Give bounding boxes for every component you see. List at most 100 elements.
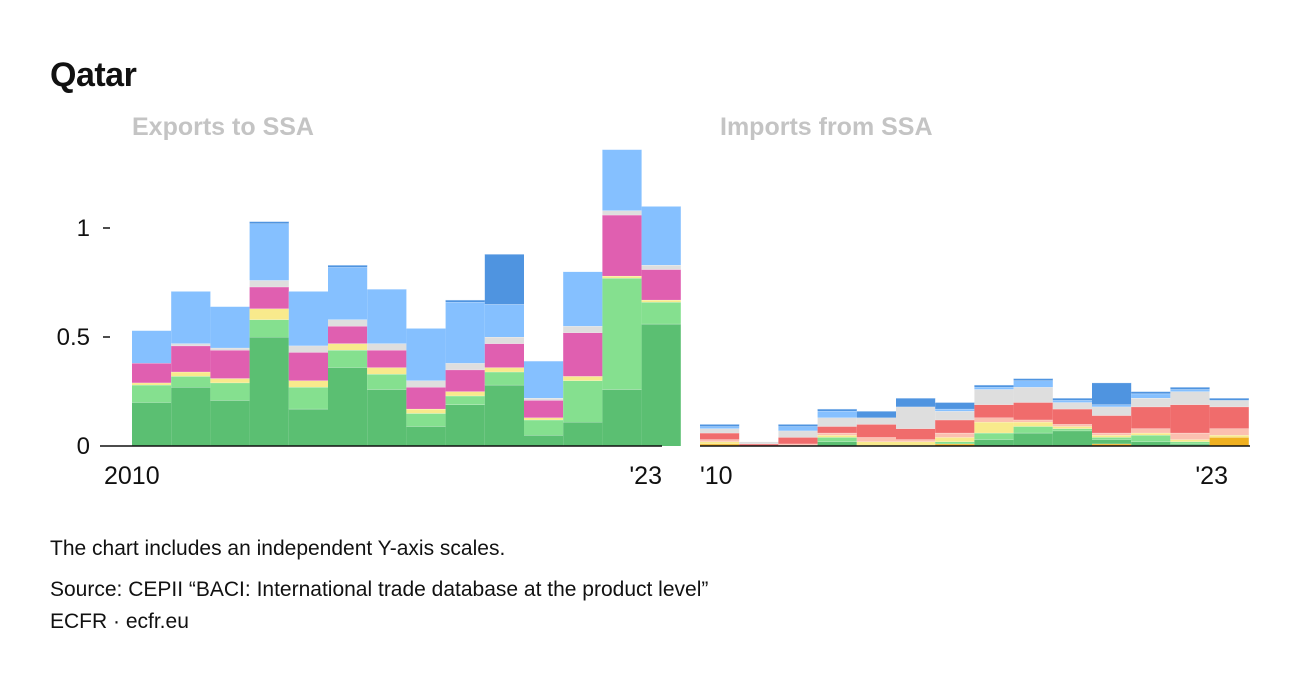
bar-segment-green_light [563, 380, 603, 423]
exports-panel-title: Exports to SSA [132, 113, 314, 141]
bar-segment-green_dark [249, 337, 289, 446]
bar-segment-salmon [778, 443, 818, 446]
bar-segment-yellow [602, 275, 642, 279]
bar-segment-grey [1013, 387, 1053, 403]
bar-segment-red [1092, 415, 1132, 433]
bar-segment-blue_dark [778, 424, 818, 427]
bar-segment-grey [856, 417, 896, 425]
bar-segment-blue_dark [974, 384, 1014, 388]
bar-segment-red [1170, 404, 1210, 433]
bar-segment-blue_light [524, 360, 564, 399]
bar-segment-pink [641, 269, 681, 300]
bar-segment-blue_light [210, 306, 250, 348]
bar-segment-blue_light [171, 291, 211, 344]
bar-segment-pink [367, 350, 407, 368]
bar-segment-red [1052, 408, 1092, 425]
x-tick-label: '23 [1195, 462, 1228, 490]
bar-segment-green_dark [406, 426, 446, 446]
bar-segment-grey [641, 265, 681, 270]
bar-segment-pink [445, 369, 485, 392]
bar-segment-pink [249, 286, 289, 309]
bar-segment-grey [817, 417, 857, 427]
bar-segment-yellow [288, 380, 328, 388]
bar-segment-red [1209, 406, 1249, 429]
x-tick-label: '23 [629, 462, 662, 490]
bar-segment-orange [935, 443, 975, 446]
bar-segment-blue_light [778, 426, 818, 431]
bar-segment-yellow [171, 371, 211, 377]
bar-segment-blue_dark [896, 398, 936, 407]
bar-segment-yellow [700, 441, 740, 444]
bar-segment-grey [1170, 391, 1210, 405]
bar-segment-green_dark [524, 435, 564, 446]
bar-segment-red [817, 426, 857, 433]
bar-segment-blue_light [1092, 404, 1132, 407]
bar-segment-salmon [1092, 432, 1132, 436]
bar-segment-blue_dark [445, 299, 485, 303]
bar-segment-blue_light [132, 330, 172, 364]
bar-segment-green_dark [1052, 430, 1092, 446]
bar-segment-pink [563, 332, 603, 377]
bar-segment-yellow [1170, 439, 1210, 442]
bar-segment-yellow [974, 422, 1014, 433]
bar-segment-blue_light [700, 426, 740, 429]
bar-segment-grey [1209, 400, 1249, 407]
bar-segment-yellow [1052, 426, 1092, 429]
bar-segment-blue_light [602, 149, 642, 211]
bar-segment-grey [974, 389, 1014, 405]
bar-segment-blue_dark [1013, 378, 1053, 381]
bar-segment-green_dark [367, 389, 407, 446]
bar-segment-blue_light [1052, 400, 1092, 403]
bar-segment-yellow [935, 437, 975, 442]
bar-segment-yellow [367, 367, 407, 375]
bar-segment-green_light [210, 382, 250, 401]
y-tick-label: 1 [77, 215, 90, 242]
bar-segment-green_light [288, 387, 328, 409]
bar-segment-blue_light [249, 223, 289, 281]
bar-segment-grey [249, 280, 289, 287]
bar-segment-green_dark [484, 384, 524, 446]
bar-segment-yellow [328, 343, 368, 351]
bar-segment-green_light [1013, 426, 1053, 433]
bar-segment-yellow [1013, 422, 1053, 427]
bar-segment-green_light [1131, 435, 1171, 442]
bar-segment-grey [171, 343, 211, 346]
imports-panel-title: Imports from SSA [720, 113, 933, 141]
bar-segment-salmon [1013, 419, 1053, 423]
bar-segment-salmon [1052, 424, 1092, 427]
bar-segment-green_light [367, 374, 407, 390]
bar-segment-yellow [524, 417, 564, 420]
bar-segment-green_dark [641, 323, 681, 446]
bar-segment-blue_dark [1052, 398, 1092, 401]
bar-segment-grey [896, 406, 936, 429]
bar-segment-blue_light [1131, 393, 1171, 399]
bar-segment-salmon [1170, 432, 1210, 440]
bar-segment-green_dark [1092, 439, 1132, 444]
bar-segment-green_dark [210, 400, 250, 446]
source-note: Source: CEPII “BACI: International trade… [50, 578, 709, 601]
bar-segment-blue_light [641, 206, 681, 266]
bar-segment-grey [778, 430, 818, 438]
bar-segment-green_dark [288, 408, 328, 446]
bar-segment-salmon [856, 437, 896, 442]
bar-segment-yellow [445, 391, 485, 396]
y-tick-label: 0.5 [57, 324, 90, 351]
bar-segment-blue_dark [1131, 391, 1171, 394]
bar-segment-grey [1052, 402, 1092, 409]
bar-segment-grey [700, 428, 740, 433]
bar-segment-blue_dark [935, 402, 975, 409]
bar-segment-pink [524, 400, 564, 418]
bar-segment-green_dark [171, 387, 211, 446]
bar-segment-green_light [641, 302, 681, 324]
bar-segment-green_light [1052, 428, 1092, 431]
bar-segment-grey [524, 398, 564, 401]
bar-segment-green_light [249, 319, 289, 337]
bar-segment-red [778, 437, 818, 444]
bar-segment-blue_light [445, 302, 485, 364]
bar-segment-green_dark [1170, 443, 1210, 446]
bar-segment-pink [328, 326, 368, 344]
x-tick-label: '10 [700, 462, 733, 490]
bar-segment-blue_light [1013, 380, 1053, 388]
x-tick-label: 2010 [104, 462, 160, 490]
